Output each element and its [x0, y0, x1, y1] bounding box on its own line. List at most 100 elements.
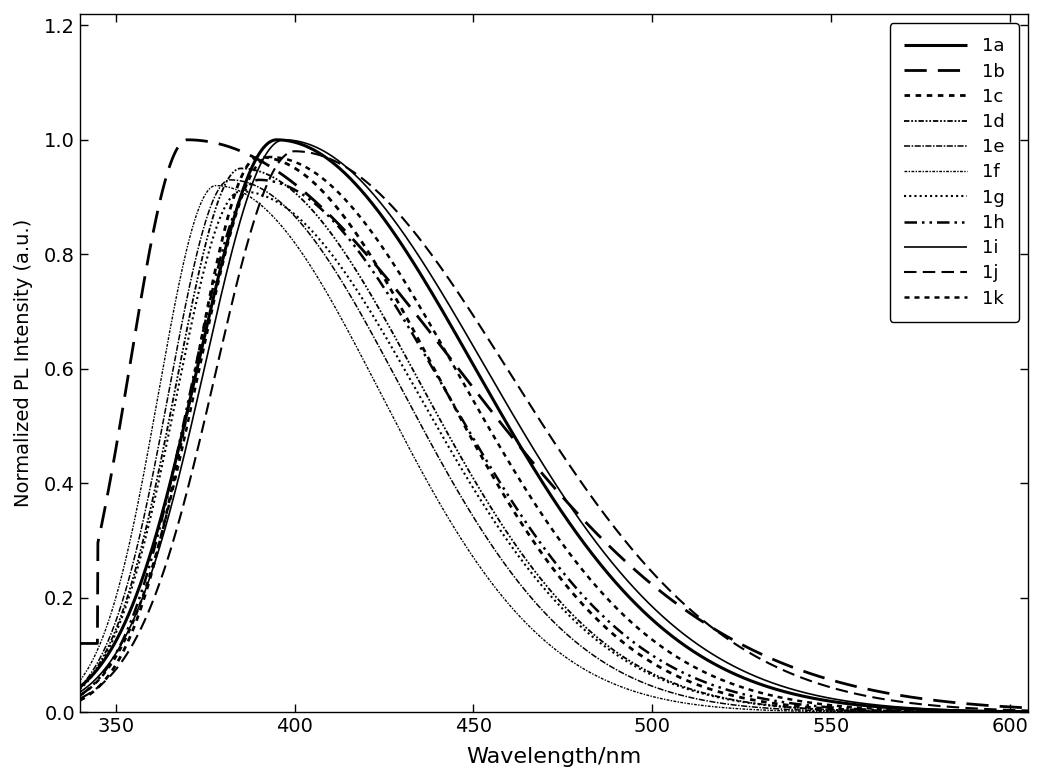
1h [535, 540, 548, 549]
1h [510, 503, 522, 512]
1f [535, 633, 548, 643]
1e [122, 576, 135, 586]
1c [73, 696, 86, 705]
1h [73, 690, 86, 700]
1g [235, 187, 248, 196]
1g [995, 708, 1007, 717]
Line: 1i: 1i [79, 140, 1028, 711]
1j [288, 147, 301, 156]
1f [995, 708, 1007, 717]
1d [995, 708, 1007, 717]
1h [995, 708, 1007, 717]
1k [122, 629, 135, 638]
1a [995, 707, 1007, 716]
1g [820, 705, 833, 715]
1b [1022, 703, 1035, 712]
1h [253, 175, 265, 184]
1c [535, 548, 548, 558]
1d [820, 705, 833, 715]
1k [510, 469, 522, 479]
X-axis label: Wavelength/nm: Wavelength/nm [466, 747, 642, 767]
Line: 1e: 1e [79, 180, 1028, 712]
1i [535, 457, 548, 466]
1d [73, 683, 86, 693]
1a [994, 707, 1006, 716]
1i [820, 693, 833, 702]
Line: 1f: 1f [79, 186, 1028, 712]
1c [1022, 708, 1035, 717]
1j [122, 647, 135, 657]
1c [122, 637, 135, 646]
1a [820, 696, 833, 705]
1e [994, 708, 1006, 717]
Line: 1c: 1c [79, 157, 1028, 712]
1d [510, 541, 522, 551]
1a [1022, 707, 1035, 716]
Line: 1d: 1d [79, 169, 1028, 712]
1a [73, 683, 86, 692]
1f [994, 708, 1006, 717]
1j [995, 705, 1007, 715]
1i [278, 135, 291, 144]
1i [995, 707, 1007, 716]
1g [73, 685, 86, 694]
1j [73, 694, 86, 703]
1c [253, 152, 265, 162]
1f [73, 676, 86, 686]
1b [535, 468, 548, 477]
1k [263, 152, 276, 162]
1e [820, 706, 833, 715]
1a [535, 476, 548, 485]
1g [122, 594, 135, 604]
1f [210, 181, 223, 191]
1i [994, 707, 1006, 716]
1e [73, 683, 86, 692]
1i [510, 415, 522, 425]
1e [510, 575, 522, 584]
Line: 1g: 1g [79, 191, 1028, 712]
1j [535, 418, 548, 427]
1b [820, 674, 833, 683]
1j [510, 378, 522, 387]
Line: 1a: 1a [79, 140, 1028, 711]
Line: 1b: 1b [79, 140, 1028, 708]
1d [994, 708, 1006, 717]
1d [535, 575, 548, 584]
1f [510, 608, 522, 617]
Legend: 1a, 1b, 1c, 1d, 1e, 1f, 1g, 1h, 1i, 1j, 1k: 1a, 1b, 1c, 1d, 1e, 1f, 1g, 1h, 1i, 1j, … [889, 23, 1019, 322]
1j [994, 705, 1006, 715]
1g [535, 580, 548, 590]
1c [994, 708, 1006, 717]
1b [994, 701, 1006, 711]
Line: 1j: 1j [79, 152, 1028, 711]
1d [235, 164, 248, 173]
1d [1022, 708, 1035, 717]
1e [224, 175, 236, 184]
Line: 1h: 1h [79, 180, 1028, 712]
1j [820, 682, 833, 691]
1c [995, 708, 1007, 717]
1j [1022, 706, 1035, 715]
1i [122, 626, 135, 636]
Line: 1k: 1k [79, 157, 1028, 712]
Y-axis label: Normalized PL Intensity (a.u.): Normalized PL Intensity (a.u.) [14, 219, 32, 507]
1b [73, 639, 86, 648]
1i [73, 687, 86, 697]
1g [1022, 708, 1035, 717]
1b [510, 437, 522, 447]
1h [994, 708, 1006, 717]
1e [535, 604, 548, 614]
1k [1022, 708, 1035, 717]
1b [181, 135, 193, 144]
1b [122, 371, 135, 380]
1k [994, 707, 1006, 716]
1c [510, 510, 522, 519]
1e [1022, 708, 1035, 717]
1a [510, 435, 522, 444]
1i [1022, 707, 1035, 716]
1k [535, 508, 548, 518]
1e [995, 708, 1007, 717]
1h [1022, 708, 1035, 717]
1f [1022, 708, 1035, 717]
1k [995, 707, 1007, 716]
